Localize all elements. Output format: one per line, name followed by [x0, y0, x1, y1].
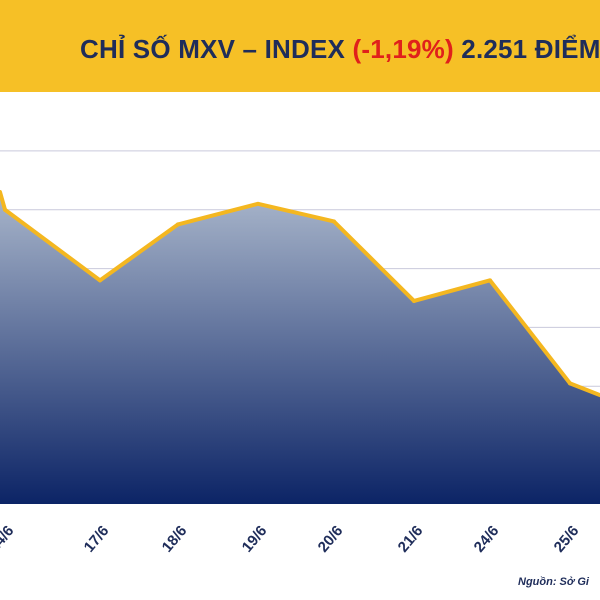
data-point-18-6: [176, 222, 180, 227]
data-point-20-6: [332, 219, 336, 224]
chart-title: CHỈ SỐ MXV – INDEX (-1,19%) 2.251 ĐIỂM: [80, 34, 600, 65]
x-tick-label: 20/6: [315, 522, 347, 555]
index-area-fill: [0, 192, 600, 505]
x-tick-label: 17/6: [81, 522, 113, 555]
x-tick-label: 14/6: [0, 522, 17, 555]
chart-title-main: CHỈ SỐ MXV – INDEX: [80, 34, 346, 64]
x-tick-label: 21/6: [395, 522, 427, 555]
chart-title-value: 2.251 ĐIỂM: [461, 34, 600, 64]
data-point-25-6: [568, 381, 572, 386]
x-tick-label: 18/6: [159, 522, 191, 555]
chart-title-change: (-1,19%): [352, 34, 454, 64]
data-point-14-6: [3, 207, 7, 212]
x-tick-label: 25/6: [551, 522, 583, 555]
area-layer: [0, 192, 600, 505]
index-area-chart: 14/6 17/6 18/6 19/6 20/6 21/6 24/6 25/6: [0, 92, 600, 556]
line-layer: [0, 190, 600, 398]
title-bar: CHỈ SỐ MXV – INDEX (-1,19%) 2.251 ĐIỂM: [0, 0, 600, 92]
index-line: [0, 190, 600, 398]
x-tick-label: 24/6: [471, 522, 503, 555]
x-tick-label: 19/6: [239, 522, 271, 555]
data-point-24-6: [488, 278, 492, 283]
data-point-17-6: [98, 278, 102, 283]
x-tick-labels: 14/6 17/6 18/6 19/6 20/6 21/6 24/6 25/6: [0, 522, 582, 555]
data-point-21-6: [412, 298, 416, 303]
data-point-19-6: [256, 201, 260, 206]
source-note: Nguồn: Sở Gi: [518, 576, 589, 588]
